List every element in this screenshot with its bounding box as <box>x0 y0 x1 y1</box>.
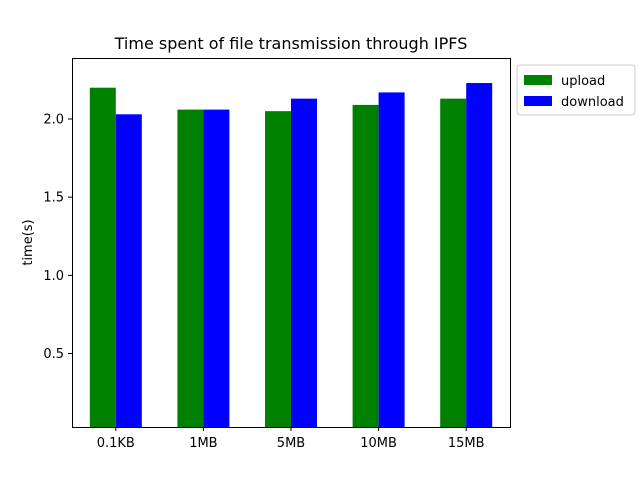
legend-swatch-upload <box>524 75 552 85</box>
x-tick-label: 1MB <box>189 436 217 451</box>
x-tick-label: 0.1KB <box>97 436 135 451</box>
x-axis: 0.1KB 1MB 5MB 10MB 15MB <box>97 427 485 451</box>
bar-download-0.1kb <box>115 114 142 427</box>
chart-title: Time spent of file transmission through … <box>114 34 468 53</box>
bar-download-5mb <box>291 98 317 428</box>
bar-upload-1mb <box>177 109 204 427</box>
bar-upload-15mb <box>440 98 467 428</box>
y-tick-label: 1.0 <box>43 269 64 284</box>
x-tick-label: 5MB <box>277 436 305 451</box>
y-axis-title: time(s) <box>21 219 36 265</box>
y-tick-label: 0.5 <box>43 347 64 362</box>
y-tick-label: 2.0 <box>43 112 64 127</box>
legend-swatch-download <box>524 96 552 106</box>
y-tick-label: 1.5 <box>43 191 64 206</box>
bar-upload-10mb <box>352 104 379 428</box>
legend: upload download <box>516 64 636 116</box>
bar-download-15mb <box>466 83 493 427</box>
bar-download-1mb <box>203 109 230 427</box>
legend-label-upload: upload <box>561 74 605 89</box>
bars-group <box>89 83 493 428</box>
x-tick-label: 15MB <box>448 436 485 451</box>
bar-upload-0.1kb <box>89 87 116 427</box>
legend-label-download: download <box>561 95 624 110</box>
x-tick-label: 10MB <box>360 436 397 451</box>
y-axis: 0.5 1.0 1.5 2.0 <box>43 112 72 362</box>
bar-upload-5mb <box>265 111 291 428</box>
bar-download-10mb <box>378 92 405 427</box>
